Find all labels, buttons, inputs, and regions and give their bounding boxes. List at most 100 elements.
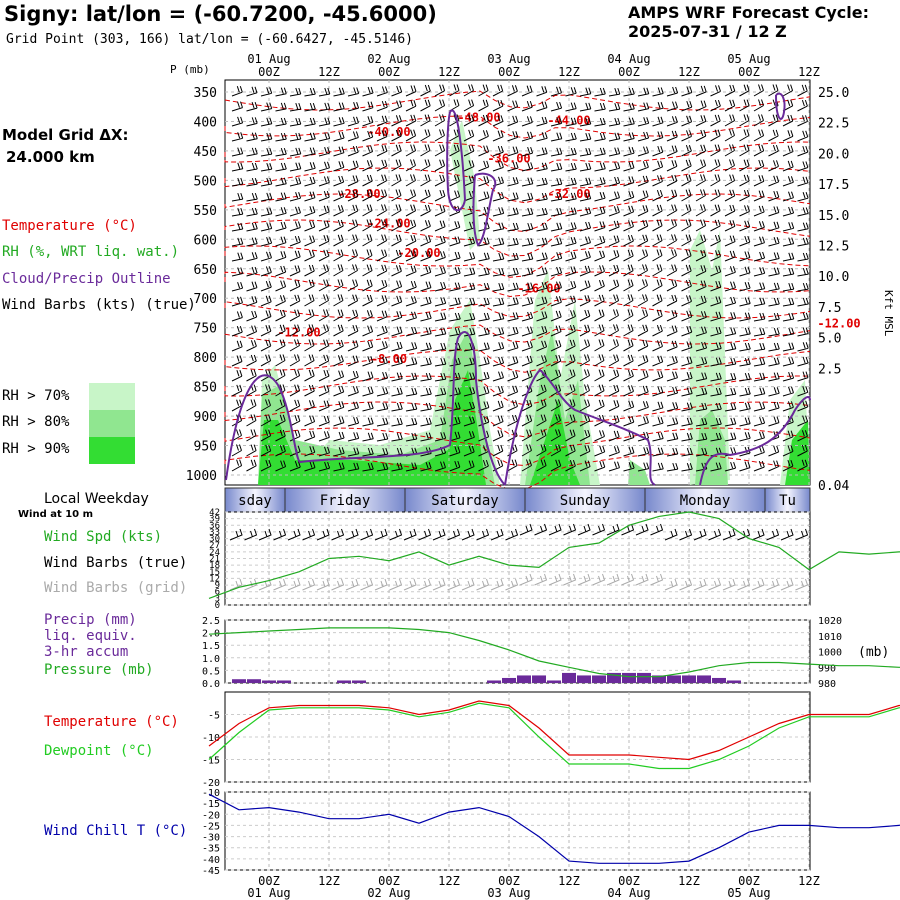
temperature-contour-label: -40.00 [367,125,410,139]
wind-barb [478,252,490,262]
cloud-outline [472,172,497,247]
wind-barb [550,444,562,457]
wind-barb [739,402,751,412]
wind-barb [724,432,737,442]
wind-barb [594,279,605,292]
wind-barb [681,387,693,397]
wind-barb [579,369,590,382]
wind-barb [492,99,504,112]
bottom-date-label: 05 Aug [727,886,770,900]
temperature-contour-label: -48.00 [457,110,500,124]
wind-barb [637,249,649,262]
wind-barb [260,339,272,352]
wind-barb [724,281,736,292]
wind-barb [318,369,330,382]
wind-barb [376,174,388,187]
wind-barb-grid [316,578,330,591]
wind-barb [405,311,417,322]
grid-point-subtitle: Grid Point (303, 166) lat/lon = (-60.642… [6,32,413,47]
wind-barb [275,384,286,397]
legend-rh80: RH > 80% [2,414,70,430]
wind-barb [420,114,431,127]
precip-bar [337,680,351,683]
wind-barb [246,86,258,97]
wind-barb [710,174,721,187]
wind-barb [492,327,505,337]
wind-barb [304,279,315,292]
wind-barb [492,267,505,277]
temperature-contour-label: -12.00 [277,326,320,340]
wind-barb [405,372,418,382]
wind-barb [362,310,373,322]
wind-barb [405,219,417,232]
wind-barb [318,309,329,322]
wind-barb [434,357,447,367]
wind-barb [782,191,794,202]
wind-barb [623,446,635,457]
wind-barb [391,341,403,352]
wind-barb [246,369,257,382]
wind-barb [608,400,620,412]
wind-barb [492,191,505,202]
legend-windchill: Wind Chill T (°C) [44,823,188,839]
wind-barb [449,446,461,457]
wind-barb [594,354,605,367]
wind-barb [797,342,809,352]
wind-barb [695,295,707,307]
wind-barb [550,354,562,367]
wind-barb [376,371,389,382]
wind-barb [434,402,447,412]
wind-barb [260,295,272,307]
wind-barb [333,234,344,247]
wind-barb [594,339,605,352]
precip-bar [577,675,591,683]
wind-barb [652,370,664,382]
wind-barb [405,250,417,262]
wind-barb [623,249,634,262]
bottom-date-label: 04 Aug [607,886,650,900]
wind-barb [710,342,722,352]
wind-barb [362,145,374,157]
wind-barb [652,234,663,247]
wind-barb [666,417,679,427]
wind-barb [739,282,751,292]
wind-barb [637,355,649,367]
wind-barb [710,296,722,307]
wind-barb [420,402,432,412]
wind-barb [608,132,621,142]
wind-barb [739,174,750,187]
wind-barb [478,342,490,352]
temperature-contour [224,375,811,406]
wind-barb [362,340,374,352]
wind-barb [231,355,243,367]
wind-barb [362,219,373,232]
wind-barb [362,386,374,397]
wind-barb [478,160,490,172]
wind-barb [492,130,504,142]
wind-barb [391,432,403,442]
wind-barb [623,190,635,202]
precip-tick-label: 2.5 [202,616,220,627]
wind-barb [304,446,316,457]
wind-barb [275,280,287,292]
top-hour-label: 12Z [798,65,820,79]
wind-barb [623,339,634,352]
wind-barb [753,190,765,202]
wind-barb [652,340,663,352]
wind-barb [637,234,649,247]
pressure-tick-label: 1020 [818,616,842,627]
wind-barb [347,401,359,412]
wind-barb [463,84,474,97]
wind-barb [652,175,663,187]
wind-barb [420,159,431,172]
wind-barb [782,114,794,127]
wind-barb [318,190,330,202]
wind-barb [463,372,476,382]
wind-barb [594,369,605,382]
wind-barb [289,265,301,277]
wind-barb [289,117,302,127]
wind-barb [318,279,330,292]
temperature-contour [224,115,811,139]
wind-barb [666,279,678,292]
precip-tick-label: 1.5 [202,641,220,652]
